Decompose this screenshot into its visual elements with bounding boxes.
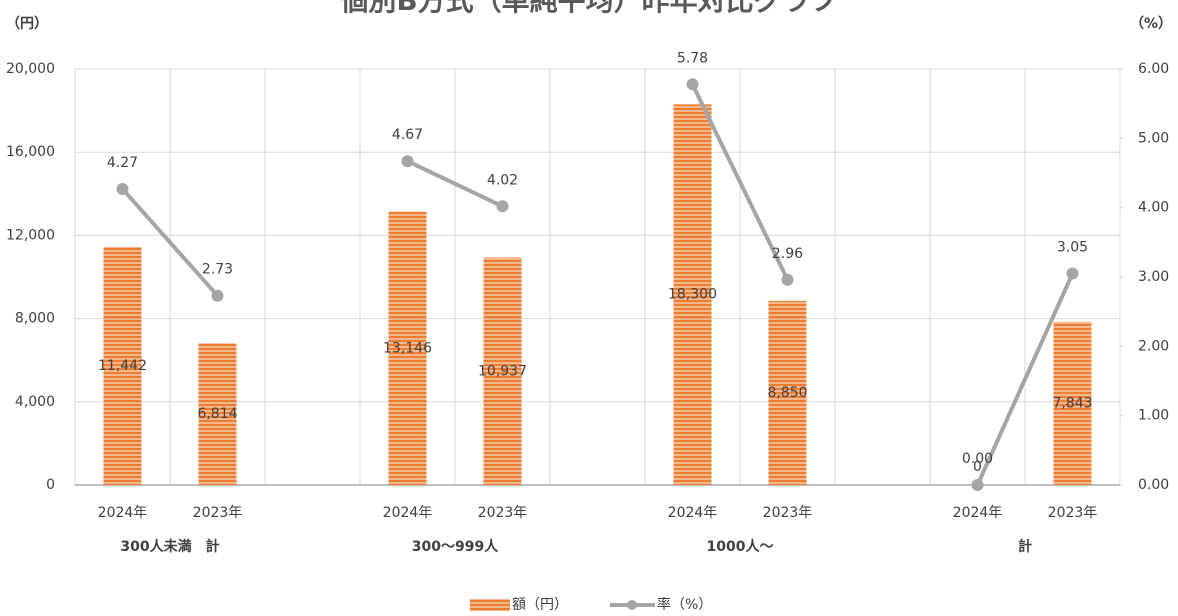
line-segment — [690, 83, 790, 281]
bar-value-label: 18,300 — [668, 287, 717, 303]
bar — [198, 343, 237, 485]
line-marker — [1066, 267, 1079, 280]
chart-title: 個別B方式（単純平均）昨年対比グラフ — [339, 0, 837, 17]
line-marker — [686, 78, 699, 91]
group-label: 1000人～ — [707, 538, 774, 555]
line-marker — [211, 289, 224, 302]
bar — [388, 211, 427, 485]
legend-label: 率（%） — [657, 596, 712, 613]
line-segment — [975, 272, 1075, 486]
line-value-label: 5.78 — [677, 50, 708, 66]
line-value-label: 3.05 — [1057, 240, 1088, 256]
line-marker — [401, 155, 414, 168]
x-tick-label: 2024年 — [953, 505, 1003, 521]
x-tick-label: 2024年 — [98, 505, 148, 521]
line-marker — [781, 273, 794, 286]
line-value-label: 4.02 — [487, 172, 518, 188]
y-tick-label: 4,000 — [15, 394, 55, 410]
group-label: 300～999人 — [412, 538, 499, 555]
bar-value-label: 13,146 — [383, 340, 432, 356]
bar — [673, 104, 712, 486]
y2-unit: （%） — [1130, 16, 1172, 32]
bar — [103, 247, 142, 485]
x-tick-label: 2024年 — [383, 505, 433, 521]
y-tick-label: 16,000 — [6, 144, 55, 160]
line-segment — [121, 187, 219, 298]
y-unit: （円） — [6, 16, 48, 32]
y-tick-label: 20,000 — [6, 61, 55, 77]
bar-value-label: 10,937 — [478, 363, 527, 379]
legend-marker — [627, 600, 637, 610]
bar-value-label: 8,850 — [767, 385, 807, 401]
x-tick-label: 2023年 — [193, 505, 243, 521]
bar — [483, 257, 522, 485]
line-marker — [116, 182, 129, 195]
line-segment — [406, 159, 504, 209]
bar-value-label: 11,442 — [98, 358, 147, 374]
group-label: 計 — [1018, 538, 1032, 555]
legend-swatch — [470, 599, 510, 611]
line-value-label: 4.27 — [107, 155, 138, 171]
y-tick-label: 8,000 — [15, 311, 55, 327]
y2-tick-label: 6.00 — [1138, 61, 1169, 77]
line-value-label: 2.73 — [202, 262, 233, 278]
bar — [1053, 321, 1092, 485]
y2-tick-label: 0.00 — [1138, 477, 1169, 493]
y-tick-label: 0 — [46, 477, 55, 493]
y-tick-label: 12,000 — [6, 227, 55, 243]
y2-tick-label: 3.00 — [1138, 269, 1169, 285]
line-marker — [971, 479, 984, 491]
x-tick-label: 2024年 — [668, 505, 718, 521]
bar-value-label: 0 — [973, 459, 982, 475]
y2-tick-label: 4.00 — [1138, 200, 1169, 216]
bar — [768, 300, 807, 485]
line-value-label: 2.96 — [772, 246, 803, 262]
group-label: 300人未満 計 — [120, 538, 219, 555]
x-tick-label: 2023年 — [763, 505, 813, 521]
bar-value-label: 7,843 — [1052, 395, 1092, 411]
x-tick-label: 2023年 — [478, 505, 528, 521]
y2-tick-label: 1.00 — [1138, 408, 1169, 424]
x-tick-label: 2023年 — [1048, 505, 1098, 521]
y2-tick-label: 5.00 — [1138, 130, 1169, 146]
legend-label: 額（円） — [512, 597, 568, 613]
line-value-label: 4.67 — [392, 127, 423, 143]
line-value-label: 0.00 — [962, 451, 993, 467]
line-marker — [496, 200, 509, 213]
bar-value-label: 6,814 — [197, 406, 237, 422]
y2-tick-label: 2.00 — [1138, 338, 1169, 354]
